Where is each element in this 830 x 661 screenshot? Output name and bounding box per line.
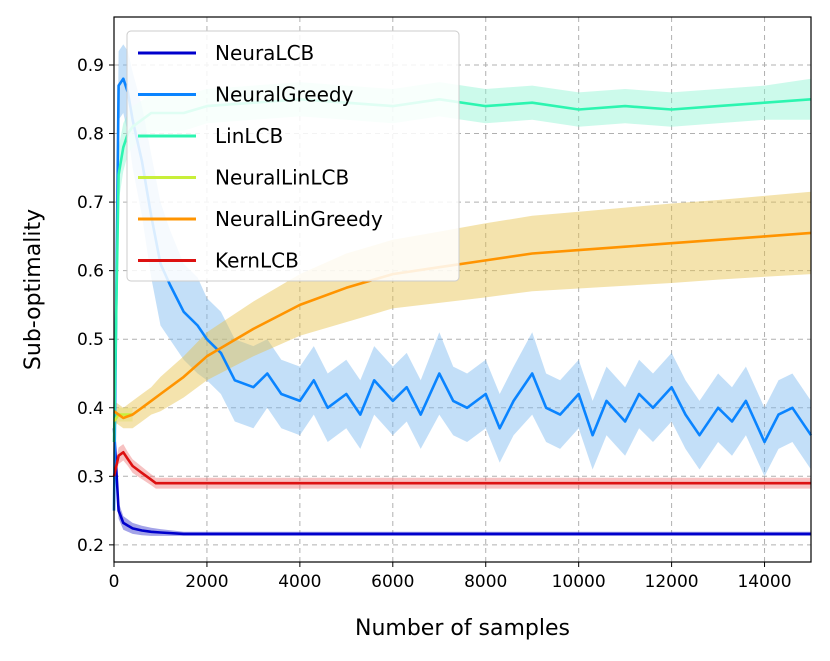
series-line-KernLCB <box>112 450 811 485</box>
legend-label: NeuraLCB <box>215 41 314 65</box>
x-tick-label: 4000 <box>278 572 321 592</box>
y-tick-label: 0.5 <box>77 330 104 350</box>
legend-label: LinLCB <box>215 124 283 148</box>
series-line-NeuraLCB <box>112 428 811 536</box>
x-tick-label: 0 <box>109 572 120 592</box>
x-tick-label: 14000 <box>737 572 791 592</box>
series-line-NeuralLinGreedy <box>113 231 812 420</box>
y-axis: 0.2 0.3 0.4 0.5 0.6 0.7 0.8 0.9 <box>77 56 114 556</box>
x-axis-label: Number of samples <box>355 616 570 641</box>
legend-label: KernLCB <box>215 249 299 273</box>
x-tick-label: 10000 <box>552 572 606 592</box>
x-axis: 0 2000 4000 6000 8000 10000 12000 14000 <box>109 562 792 592</box>
legend-box <box>126 30 460 282</box>
x-tick-label: 8000 <box>464 572 507 592</box>
band-NeuralGreedy <box>114 44 811 532</box>
band-NeuralLinGreedy <box>114 191 811 429</box>
y-tick-label: 0.2 <box>77 536 104 556</box>
y-tick-label: 0.4 <box>77 399 104 419</box>
y-tick-label: 0.8 <box>77 125 104 145</box>
legend-label: NeuralGreedy <box>215 83 354 107</box>
x-tick-label: 6000 <box>371 572 414 592</box>
y-axis-label: Sub-optimality <box>21 209 46 370</box>
x-tick-label: 12000 <box>645 572 699 592</box>
y-tick-label: 0.9 <box>77 56 104 76</box>
series-line-NeuralGreedy <box>112 77 813 511</box>
legend-label: NeuralLinGreedy <box>215 207 383 231</box>
x-tick-label: 2000 <box>185 572 228 592</box>
y-tick-label: 0.6 <box>77 262 104 282</box>
y-tick-label: 0.3 <box>77 467 104 487</box>
plot-frame <box>113 16 812 563</box>
y-tick-label: 0.7 <box>77 193 104 213</box>
legend-label: NeuralLinLCB <box>215 166 349 190</box>
series-line-NeuralLinLCB <box>112 413 133 423</box>
legend: NeuraLCB NeuralGreedy LinLCB NeuralLinLCB Ne… <box>126 30 460 282</box>
